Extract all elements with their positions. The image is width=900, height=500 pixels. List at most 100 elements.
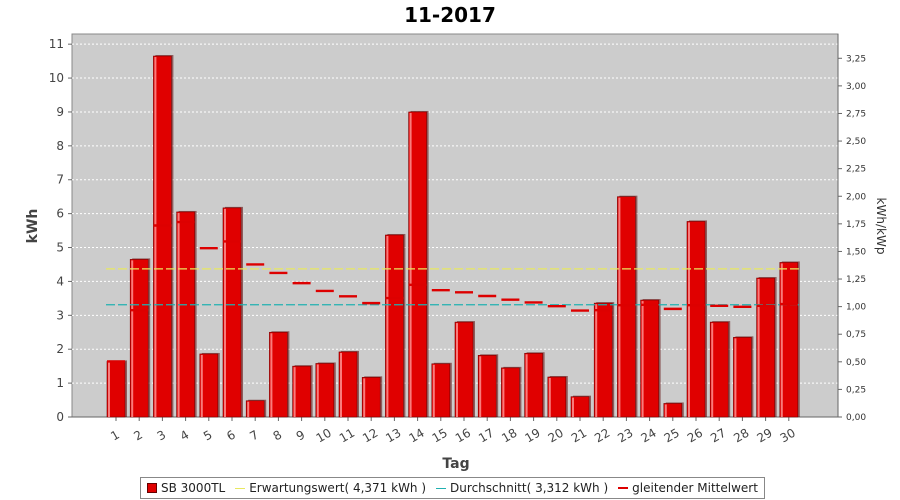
bar-highlight: [224, 208, 226, 417]
legend-label-moving: gleitender Mittelwert: [632, 481, 758, 495]
x-tick-label: 23: [615, 426, 635, 446]
y-tick-label-right: 0,75: [846, 330, 866, 340]
bar-highlight: [479, 356, 482, 417]
bar: [431, 363, 451, 418]
y-tick-label: 0: [56, 410, 64, 424]
legend-label-expected: Erwartungswert( 4,371 kWh ): [249, 481, 427, 495]
legend: SB 3000TL Erwartungswert( 4,371 kWh ) Du…: [140, 477, 765, 499]
x-tick-label: 27: [708, 426, 728, 446]
legend-item-moving: gleitender Mittelwert: [618, 481, 758, 495]
bar: [269, 331, 288, 418]
y-tick-label: 9: [56, 105, 64, 119]
bar-highlight: [664, 404, 667, 417]
legend-item-expected: Erwartungswert( 4,371 kWh ): [235, 481, 426, 495]
y-tick-label: 5: [56, 241, 64, 255]
bar-highlight: [363, 378, 366, 417]
bar-highlight: [525, 354, 528, 417]
y-axis-label: kWh: [25, 209, 41, 244]
x-tick-label: 11: [337, 426, 357, 446]
x-tick-label: 20: [546, 426, 566, 446]
reference-lines: [106, 268, 801, 306]
bar: [477, 355, 497, 418]
x-tick-label: 26: [685, 426, 705, 446]
x-tick-label: 2: [131, 428, 145, 444]
bar-highlight: [177, 212, 180, 417]
bar-highlight: [711, 323, 714, 417]
x-tick-label: 5: [201, 428, 215, 444]
y-tick-label-right: 3,00: [846, 82, 866, 92]
x-tick-label: 16: [453, 426, 473, 446]
bar-highlight: [688, 222, 690, 417]
bar: [292, 365, 311, 418]
x-tick-label: 29: [754, 426, 774, 446]
bar: [756, 277, 775, 418]
y-tick-label: 2: [56, 342, 64, 356]
x-tick-label: 24: [638, 426, 658, 446]
bar: [733, 337, 752, 418]
y-tick-label-right: 2,25: [846, 165, 866, 175]
x-tick-label: 9: [294, 428, 308, 444]
x-tick-label: 1: [108, 428, 122, 444]
x-tick-label: 21: [569, 426, 589, 446]
bar: [570, 396, 590, 418]
x-tick-label: 4: [178, 428, 192, 444]
bar-highlight: [247, 401, 250, 417]
bar-highlight: [502, 368, 505, 417]
y-tick-label-right: 0,00: [846, 413, 866, 423]
y-tick-label-right: 1,50: [846, 247, 866, 257]
bar-highlight: [641, 301, 644, 417]
legend-swatch-bar: [147, 483, 157, 493]
bar-highlight: [432, 364, 435, 417]
bar-highlight: [200, 354, 203, 417]
bar-highlight: [618, 197, 621, 417]
x-tick-label: 22: [592, 426, 612, 446]
x-tick-label: 8: [271, 428, 285, 444]
y-tick-label: 8: [56, 139, 64, 153]
bar-highlight: [340, 352, 342, 417]
bar: [199, 353, 219, 418]
legend-item-bar: SB 3000TL: [147, 481, 225, 495]
bar-highlight: [154, 57, 157, 417]
bar-highlight: [572, 397, 574, 417]
x-tick-label: 15: [430, 426, 450, 446]
x-tick-label: 13: [383, 426, 403, 446]
x-tick-label: 25: [662, 426, 682, 446]
y-tick-label: 10: [49, 71, 64, 85]
bar: [547, 376, 567, 418]
y-tick-label-right: 2,00: [846, 192, 866, 202]
legend-swatch-expected: [235, 487, 246, 489]
bar-highlight: [293, 367, 296, 417]
x-axis-label: Tag: [442, 456, 469, 472]
bar-highlight: [270, 333, 273, 417]
x-tick-label: 19: [522, 426, 542, 446]
bar-highlight: [316, 364, 319, 417]
bar: [385, 234, 404, 418]
bar: [315, 363, 335, 418]
bar: [454, 321, 474, 418]
moving-average-series: [107, 220, 798, 363]
legend-label-average: Durchschnitt( 3,312 kWh ): [450, 481, 609, 495]
x-tick-label: 28: [731, 426, 751, 446]
y-tick-label: 7: [56, 173, 64, 187]
y-axis-label-right: kWh/kWp: [874, 198, 888, 255]
legend-swatch-average: [436, 487, 447, 489]
x-tick-label: 10: [314, 426, 334, 446]
bar-highlight: [131, 260, 134, 417]
bar-highlight: [757, 279, 760, 417]
y-tick-label: 3: [56, 308, 64, 322]
x-tick-label: 18: [499, 426, 519, 446]
y-tick-label-right: 3,25: [846, 54, 866, 64]
bar: [640, 299, 659, 418]
bar: [245, 400, 265, 418]
chart-title: 11-2017: [404, 3, 496, 27]
y-tick-label-right: 0,25: [846, 385, 866, 395]
bar-highlight: [734, 338, 737, 417]
bar-highlight: [409, 112, 412, 417]
y-tick-label: 1: [56, 376, 64, 390]
bar: [408, 111, 427, 418]
bar-highlight: [595, 304, 598, 417]
bar: [501, 367, 520, 418]
y-tick-label: 6: [56, 207, 64, 221]
bar: [153, 55, 172, 418]
